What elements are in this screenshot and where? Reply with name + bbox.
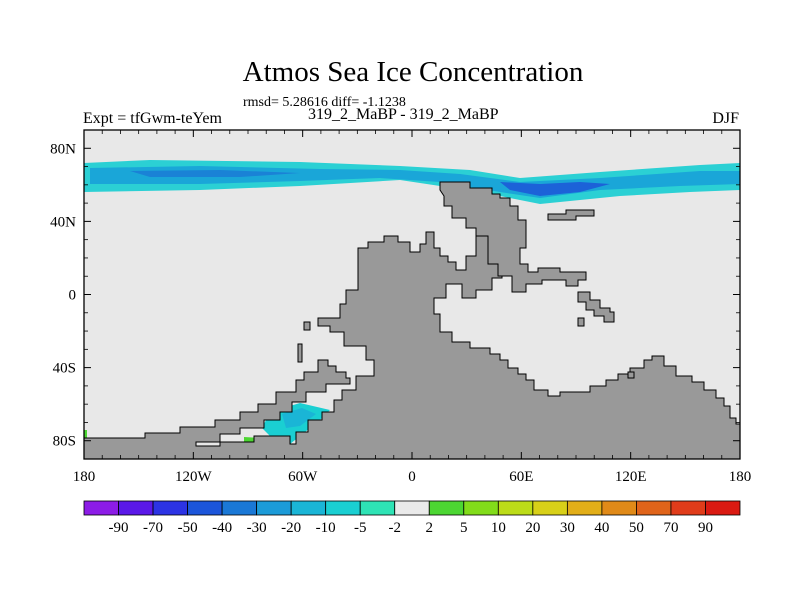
x-tick-label: 0: [408, 469, 416, 485]
colorbar-label: -50: [178, 520, 198, 536]
north-ice-band-core: [500, 182, 610, 196]
x-tick-label: 180: [729, 469, 752, 485]
colorbar-swatch: [670, 500, 706, 516]
colorbar-swatch: [221, 500, 258, 516]
colorbar-swatch: [187, 500, 223, 516]
y-tick-label: 80N: [50, 141, 76, 157]
y-tick-label: 40N: [50, 214, 76, 230]
colorbar-label: -5: [354, 520, 367, 536]
y-tick-label: 40S: [53, 361, 76, 377]
colorbar-swatch: [566, 500, 603, 516]
colorbar-label: -30: [247, 520, 267, 536]
experiment-label: Expt = tfGwm-teYem: [83, 110, 222, 127]
colorbar-swatch: [601, 500, 637, 516]
north-ice-band-core-2: [130, 170, 300, 177]
colorbar: -90 -70 -50 -40 -30 -20 -10 -5 -2 2 5 10 20 30 40 50 70 9…: [83, 500, 741, 536]
y-tick-label: 80S: [53, 434, 76, 450]
x-tick-label: 60E: [509, 469, 533, 485]
colorbar-label: 40: [594, 520, 609, 536]
x-tick-label: 120E: [615, 469, 647, 485]
colorbar-label: -2: [388, 520, 401, 536]
northeast-island: [547, 209, 595, 221]
west-edge-positive: [84, 430, 87, 438]
west-islet: [297, 343, 303, 363]
south-islet: [627, 371, 635, 379]
x-tick-label: 120W: [175, 469, 213, 485]
colorbar-swatch: [394, 500, 430, 516]
colorbar-swatch: [428, 500, 465, 516]
colorbar-swatch: [83, 500, 119, 516]
x-tick-label: 180: [73, 469, 96, 485]
colorbar-label: 20: [525, 520, 540, 536]
land-layer: [83, 181, 741, 460]
east-island-chain: [577, 291, 615, 323]
colorbar-swatch: [636, 500, 672, 516]
comparison-label: 319_2_MaBP - 319_2_MaBP: [308, 106, 499, 123]
main-continent: [83, 231, 741, 460]
colorbar-label: -70: [143, 520, 163, 536]
colorbar-label: 30: [560, 520, 575, 536]
east-islet: [577, 317, 585, 327]
y-tick-label: 0: [69, 288, 77, 304]
colorbar-label: -40: [212, 520, 232, 536]
x-tick-label: 60W: [288, 469, 318, 485]
stats-label: rmsd= 5.28616 diff= -1.1238: [243, 95, 406, 110]
colorbar-label: 5: [460, 520, 468, 536]
colorbar-label: -20: [281, 520, 301, 536]
colorbar-label: -90: [109, 520, 129, 536]
west-islet-2: [303, 321, 311, 331]
colorbar-swatch: [463, 500, 499, 516]
colorbar-swatch: [290, 500, 327, 516]
colorbar-label: 2: [426, 520, 434, 536]
colorbar-label: 70: [663, 520, 678, 536]
colorbar-swatch: [359, 500, 396, 516]
chart-title: Atmos Sea Ice Concentration: [242, 56, 584, 88]
colorbar-swatch: [256, 500, 292, 516]
season-label: DJF: [712, 110, 739, 127]
colorbar-label: 50: [629, 520, 644, 536]
colorbar-swatch: [325, 500, 361, 516]
colorbar-swatch: [705, 500, 741, 516]
colorbar-label: 10: [491, 520, 506, 536]
south-ice-patch-core: [282, 408, 316, 428]
north-continent: [439, 181, 587, 293]
colorbar-label: 90: [698, 520, 713, 536]
axis-ticks: 180 120W 60W 0 60E 120E 180 80N 40N 0 40S 80S: [50, 130, 751, 485]
colorbar-swatch: [497, 500, 534, 516]
colorbar-swatch: [152, 500, 188, 516]
colorbar-label: -10: [316, 520, 336, 536]
colorbar-swatch: [118, 500, 154, 516]
colorbar-swatch: [532, 500, 568, 516]
